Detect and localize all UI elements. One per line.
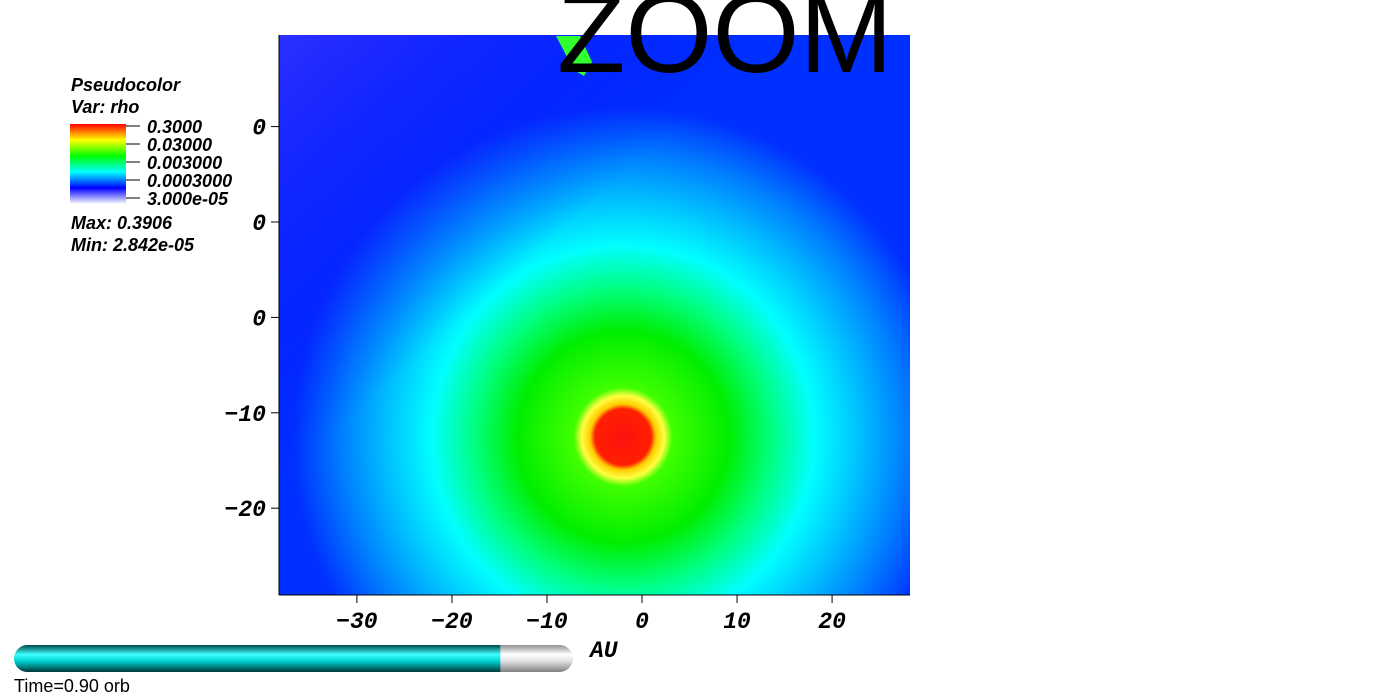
time-slider-fill-group <box>14 645 501 672</box>
x-tick-label: −10 <box>526 609 568 635</box>
legend-variable: Var: rho <box>71 97 139 117</box>
x-tick-label: −20 <box>431 609 473 635</box>
colorbar-tick-label: 3.000e-05 <box>147 189 229 209</box>
y-tick-label: 0 <box>252 116 266 142</box>
y-tick-label: 0 <box>252 211 266 237</box>
x-axis-label: AU <box>588 638 619 664</box>
colorbar-tick-label: 0.003000 <box>147 153 222 173</box>
zoom-annotation: ZOOM <box>557 0 893 96</box>
legend-title: Pseudocolor <box>71 75 181 95</box>
x-tick-label: 0 <box>635 609 649 635</box>
field-patch <box>556 36 592 76</box>
time-label: Time=0.90 orb <box>14 676 130 696</box>
field <box>279 35 910 595</box>
x-tick-label: −30 <box>336 609 378 635</box>
colorbar-tick-label: 0.0003000 <box>147 171 232 191</box>
colorbar-tick-label: 0.3000 <box>147 117 202 137</box>
colorbar <box>70 124 126 204</box>
time-slider-fill <box>14 645 501 672</box>
legend-max: Max: 0.3906 <box>71 213 173 233</box>
y-tick-label: −20 <box>225 497 267 523</box>
x-tick-label: 10 <box>723 609 751 635</box>
colorbar-tick-label: 0.03000 <box>147 135 212 155</box>
y-tick-label: 0 <box>252 306 266 332</box>
x-tick-label: 20 <box>818 609 846 635</box>
field-shade <box>279 35 910 595</box>
y-tick-label: −10 <box>225 402 267 428</box>
legend-min: Min: 2.842e-05 <box>71 235 195 255</box>
